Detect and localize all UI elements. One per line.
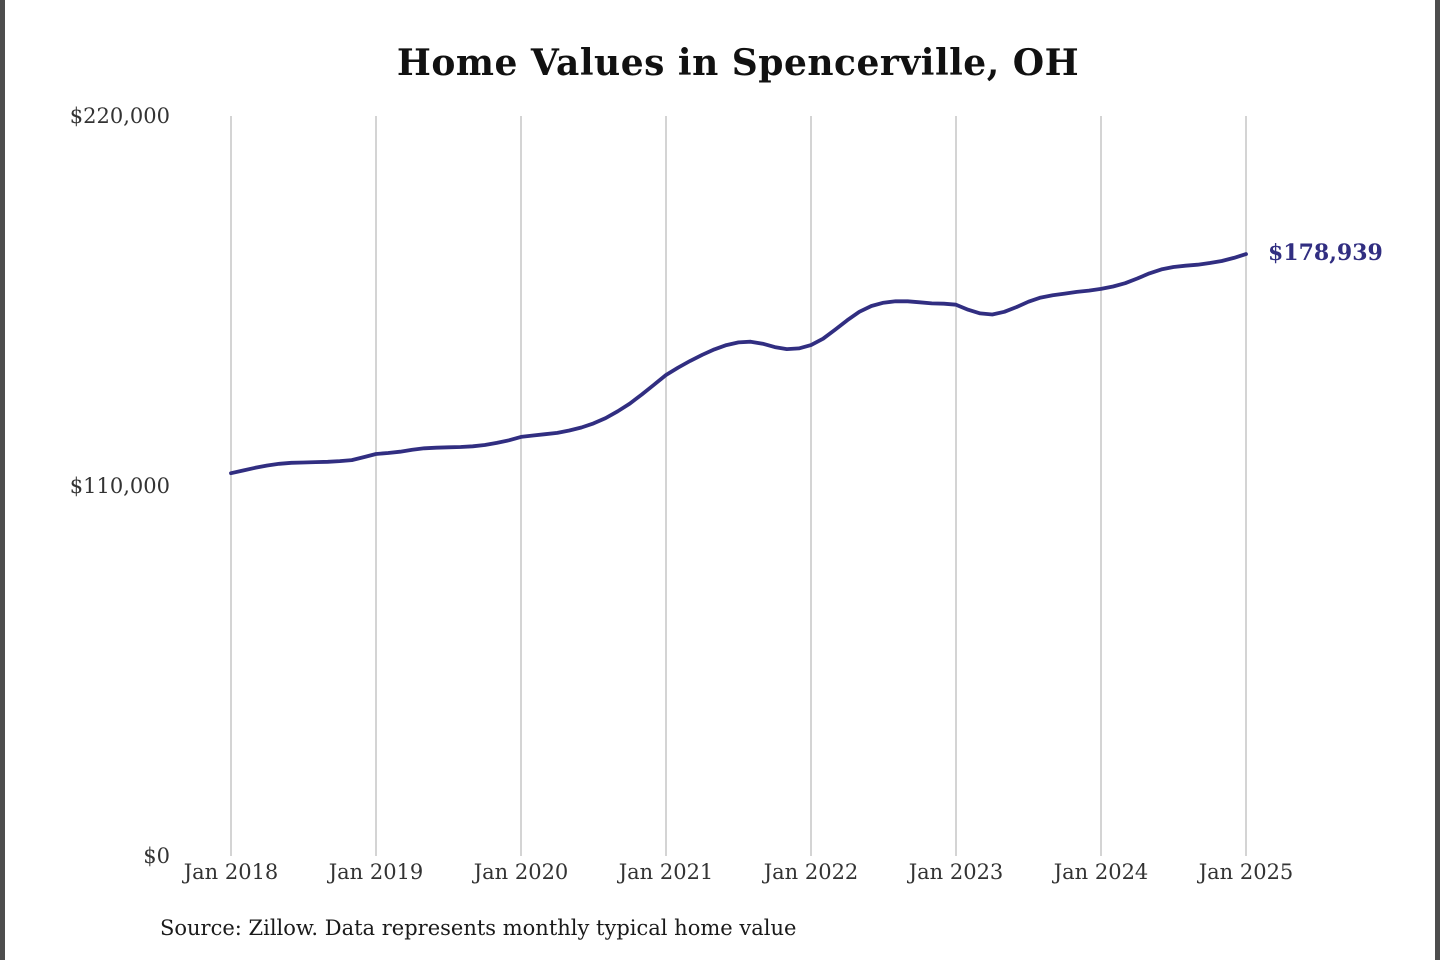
x-axis-label: Jan 2021	[617, 860, 714, 884]
x-axis-label: Jan 2025	[1197, 860, 1294, 884]
y-axis-label: $110,000	[70, 474, 170, 498]
x-axis-label: Jan 2019	[327, 860, 424, 884]
x-axis-label: Jan 2022	[762, 860, 859, 884]
x-axis-label: Jan 2024	[1052, 860, 1149, 884]
y-axis-label: $0	[143, 844, 170, 868]
chart-title: Home Values in Spencerville, OH	[396, 42, 1080, 84]
end-value-label: $178,939	[1268, 240, 1383, 266]
y-axis-label: $220,000	[70, 104, 170, 128]
x-axis-label: Jan 2018	[182, 860, 279, 884]
x-axis-label: Jan 2020	[472, 860, 569, 884]
x-axis-label: Jan 2023	[907, 860, 1004, 884]
source-note: Source: Zillow. Data represents monthly …	[160, 916, 797, 940]
right-edge-bar	[1435, 0, 1440, 960]
home-value-line	[229, 252, 1248, 476]
left-edge-bar	[0, 0, 5, 960]
